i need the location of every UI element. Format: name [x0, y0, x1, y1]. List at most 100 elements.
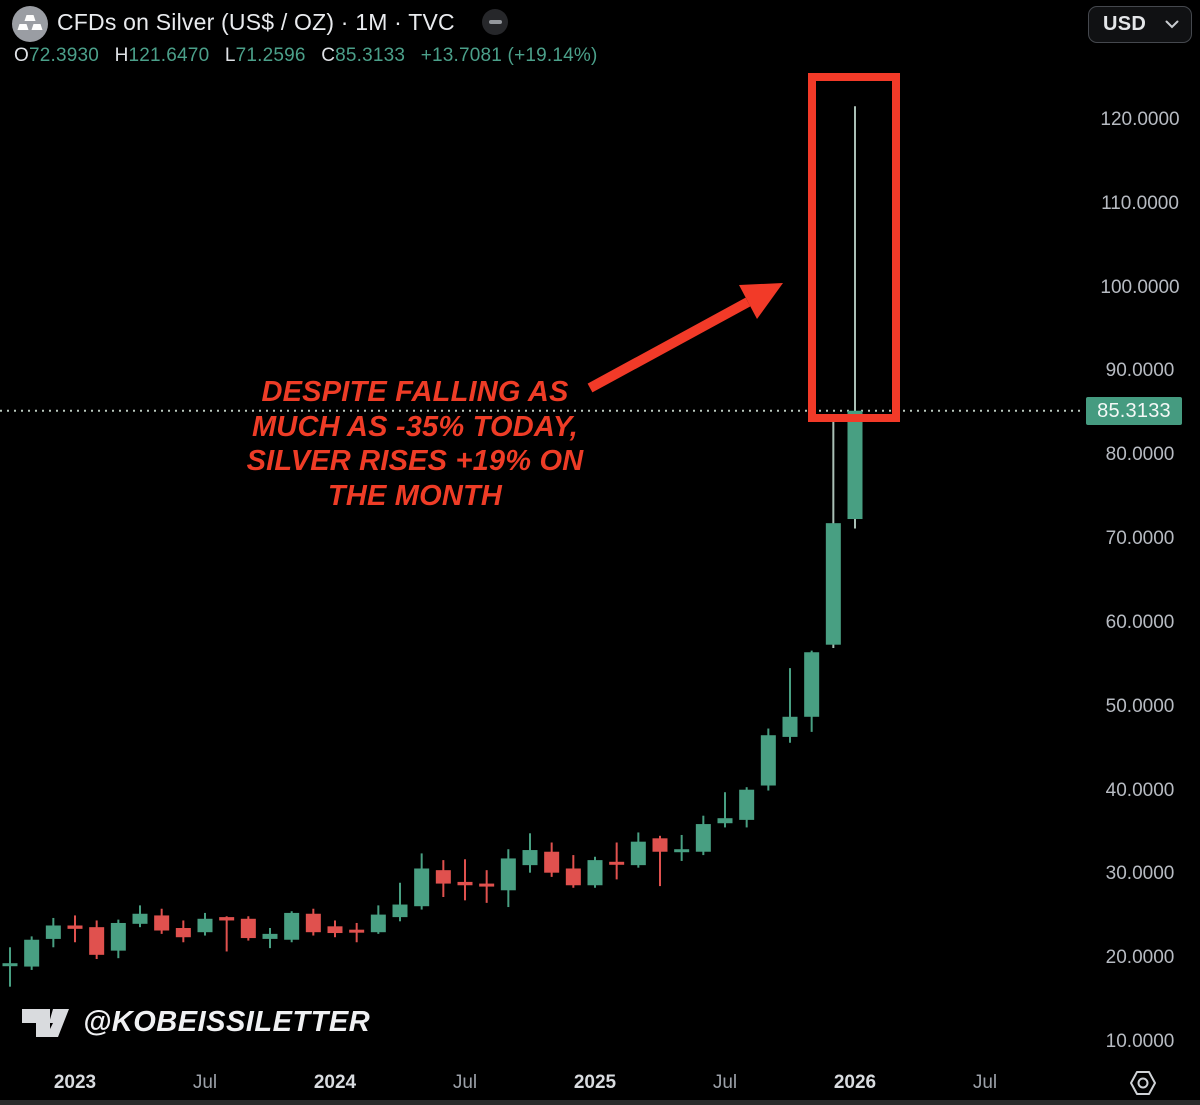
arrow-shaft: [587, 297, 751, 393]
candle-2024-12: [565, 855, 581, 888]
candle-2025-12: [825, 420, 841, 649]
watermark-handle: @KOBEISSILETTER: [83, 1006, 371, 1038]
candle-body: [327, 926, 343, 934]
candle-body: [847, 410, 863, 520]
last-price-badge: 85.3133: [1086, 397, 1182, 425]
low-value: 71.2596: [235, 45, 306, 66]
price-tick-110: 110.0000: [1101, 192, 1179, 214]
time-tick-Jul: Jul: [452, 1072, 478, 1093]
price-tick-80: 80.0000: [1105, 444, 1175, 466]
candle-2024-09: [500, 849, 516, 908]
price-tick-20: 20.0000: [1105, 947, 1175, 969]
annotation-line: MUCH AS -35% TODAY,: [251, 410, 579, 443]
candle-body: [370, 914, 386, 933]
currency-dropdown[interactable]: USD: [1088, 6, 1192, 43]
candle-body: [132, 913, 148, 924]
candle-body: [804, 652, 820, 717]
candle-2024-02: [349, 922, 365, 943]
candle-2024-01: [327, 920, 343, 938]
time-tick-2023: 2023: [53, 1072, 97, 1093]
open-label: O: [14, 45, 29, 66]
candle-body: [760, 735, 776, 786]
symbol-title[interactable]: CFDs on Silver (US$ / OZ) · 1M · TVC: [57, 9, 455, 35]
time-tick-2025: 2025: [573, 1072, 617, 1093]
candle-2024-04: [392, 882, 408, 922]
candle-2023-02: [89, 920, 105, 960]
settings-hexagon-icon[interactable]: [1128, 1068, 1158, 1098]
candle-2022-11: [24, 936, 40, 970]
low-label: L: [224, 45, 236, 66]
candle-body: [414, 868, 430, 907]
candle-body: [349, 929, 365, 933]
candle-body: [219, 917, 235, 921]
price-tick-10: 10.0000: [1105, 1030, 1175, 1052]
candle-body: [630, 841, 646, 866]
candle-body: [782, 716, 798, 737]
candle-body: [609, 861, 625, 865]
candlestick-chart[interactable]: [0, 0, 1085, 1105]
candle-2025-11: [804, 650, 820, 732]
candle-2024-08: [479, 870, 495, 903]
candle-2023-03: [110, 919, 126, 959]
candle-body: [392, 904, 408, 918]
candle-2025-01: [587, 856, 603, 888]
candle-2025-02: [609, 842, 625, 880]
candle-2024-10: [522, 833, 538, 873]
candle-body: [500, 858, 516, 891]
candle-2024-03: [370, 905, 386, 934]
candle-body: [45, 925, 61, 939]
candle-body: [154, 915, 170, 931]
candle-body: [674, 849, 690, 853]
collapse-button[interactable]: [482, 9, 508, 35]
annotation-line: THE MONTH: [327, 479, 503, 512]
annotation-line: DESPITE FALLING AS: [261, 376, 569, 408]
candle-2025-06: [695, 815, 711, 856]
watermark: @KOBEISSILETTER: [20, 1006, 370, 1039]
candle-body: [739, 789, 755, 820]
chevron-down-icon: [1165, 20, 1179, 29]
candle-body: [197, 918, 213, 933]
candle-body: [587, 860, 603, 886]
candle-body: [175, 928, 191, 938]
tradingview-logo-icon: [22, 1008, 69, 1037]
candle-body: [695, 824, 711, 852]
high-label: H: [114, 45, 129, 66]
minus-icon: [488, 20, 502, 24]
annotation-line: SILVER RISES +19% ON: [246, 445, 584, 477]
candle-2024-07: [457, 859, 473, 901]
candle-2025-07: [717, 792, 733, 828]
candle-2023-11: [284, 911, 300, 943]
open-value: 72.3930: [28, 45, 100, 66]
candle-2023-08: [219, 916, 235, 952]
arrow-head-icon: [739, 283, 783, 319]
candle-body: [305, 913, 321, 933]
price-tick-30: 30.0000: [1105, 863, 1175, 885]
candle-body: [825, 523, 841, 645]
silver-symbol-icon: [12, 6, 48, 42]
time-tick-2026: 2026: [833, 1072, 877, 1093]
time-tick-2024: 2024: [313, 1072, 357, 1093]
price-tick-60: 60.0000: [1105, 611, 1175, 633]
candle-body: [240, 918, 256, 939]
candle-2025-03: [630, 832, 646, 868]
candle-2025-04: [652, 835, 668, 887]
candle-body: [110, 922, 126, 951]
candle-2023-06: [175, 920, 191, 943]
candle-body: [435, 870, 451, 884]
candle-2025-09: [760, 728, 776, 791]
candle-2023-04: [132, 905, 148, 928]
highlight-box: [808, 73, 900, 422]
candle-2023-10: [262, 928, 278, 949]
candle-2023-01: [67, 915, 83, 943]
candle-2022-10: [2, 947, 18, 987]
time-tick-Jul: Jul: [712, 1072, 738, 1093]
price-tick-70: 70.0000: [1105, 528, 1175, 550]
candle-body: [717, 818, 733, 824]
close-value: 85.3133: [335, 45, 406, 66]
candle-body: [284, 912, 300, 940]
ohlc-readout: O72.3930 H121.6470 L71.2596 C85.3133 +13…: [14, 45, 598, 67]
change-value: +13.7081 (+19.14%): [420, 45, 598, 66]
candle-2023-12: [305, 908, 321, 936]
high-value: 121.6470: [128, 45, 210, 66]
price-tick-40: 40.0000: [1105, 779, 1175, 801]
